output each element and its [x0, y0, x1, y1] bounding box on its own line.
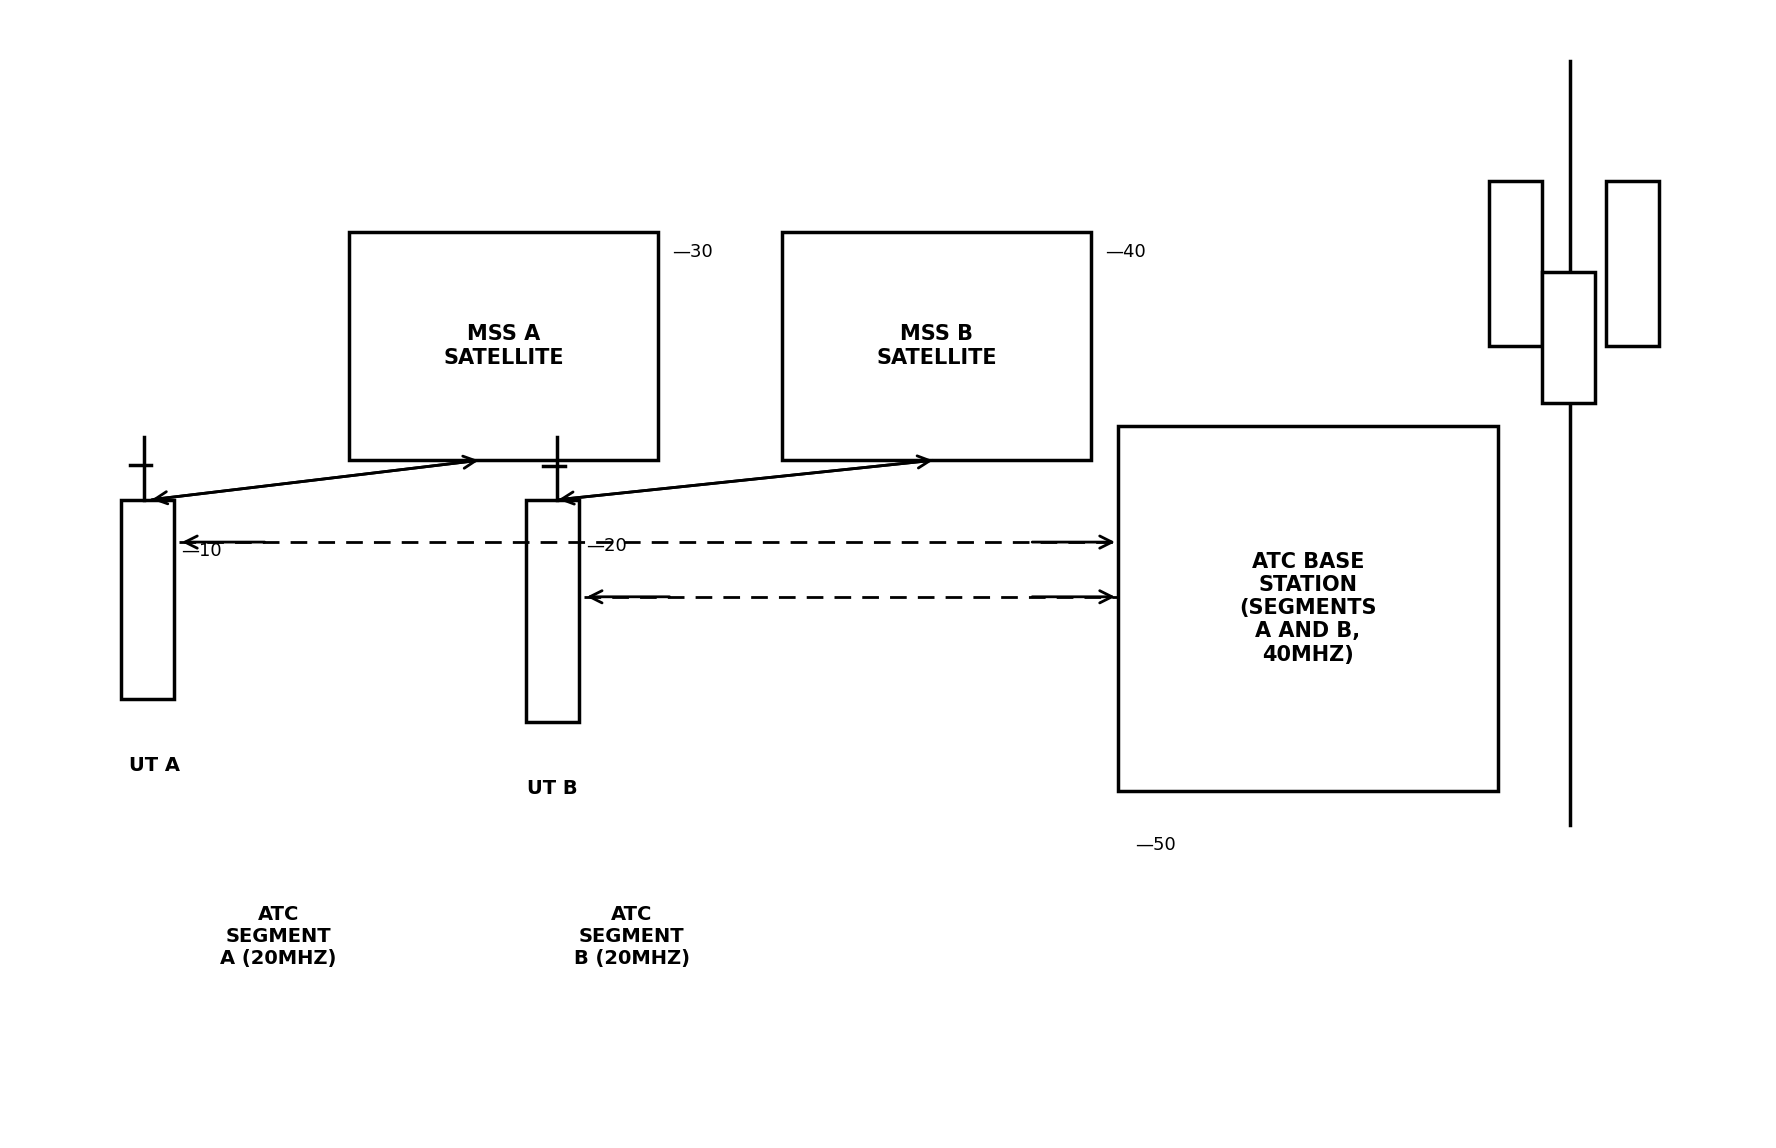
Text: —10: —10: [181, 542, 222, 560]
Text: —20: —20: [586, 536, 627, 554]
Text: ATC
SEGMENT
A (20MHZ): ATC SEGMENT A (20MHZ): [220, 905, 336, 968]
Bar: [1488, 181, 1542, 346]
Bar: [526, 499, 579, 722]
Text: ATC
SEGMENT
B (20MHZ): ATC SEGMENT B (20MHZ): [574, 905, 689, 968]
Bar: [1606, 181, 1659, 346]
Text: UT A: UT A: [130, 757, 179, 775]
Bar: [348, 232, 659, 460]
Bar: [121, 499, 174, 699]
Bar: [1542, 272, 1595, 403]
Text: —50: —50: [1135, 836, 1176, 854]
Text: MSS A
SATELLITE: MSS A SATELLITE: [444, 325, 563, 367]
Text: MSS B
SATELLITE: MSS B SATELLITE: [876, 325, 996, 367]
Text: UT B: UT B: [527, 779, 577, 798]
Bar: [781, 232, 1090, 460]
Text: ATC BASE
STATION
(SEGMENTS
A AND B,
40MHZ): ATC BASE STATION (SEGMENTS A AND B, 40MH…: [1240, 552, 1376, 665]
Text: —40: —40: [1105, 243, 1146, 262]
Bar: [1117, 426, 1497, 791]
Text: —30: —30: [673, 243, 714, 262]
